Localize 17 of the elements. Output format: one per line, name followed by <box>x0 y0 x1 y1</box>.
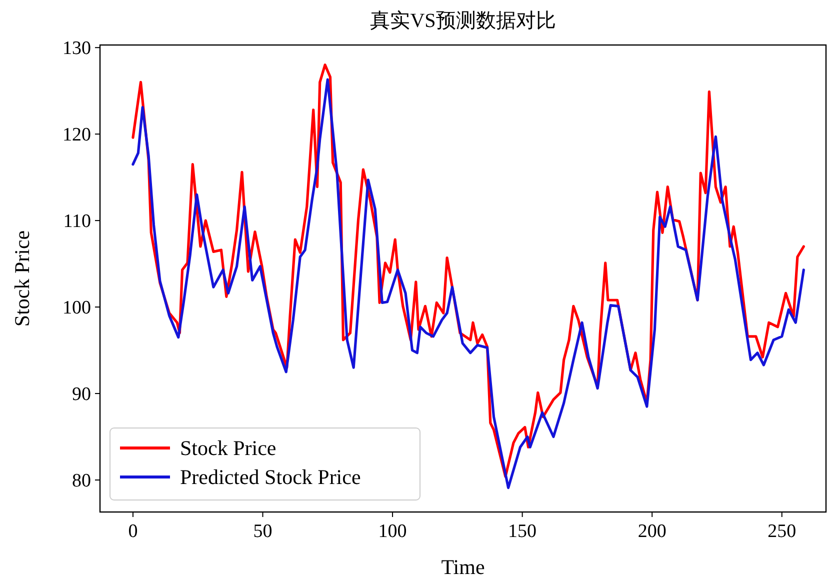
y-tick-label: 90 <box>72 384 91 406</box>
x-tick-label: 200 <box>638 521 666 542</box>
y-tick-label: 120 <box>62 124 91 146</box>
x-tick-label: 250 <box>768 521 796 542</box>
x-tick-label: 100 <box>378 521 407 542</box>
y-tick-label: 130 <box>62 38 91 60</box>
x-tick-label: 50 <box>253 521 272 542</box>
y-tick-label: 110 <box>63 211 91 232</box>
y-axis-title: Stock Price <box>10 230 34 327</box>
x-axis-title: Time <box>441 555 485 579</box>
legend-label: Stock Price <box>180 436 276 460</box>
legend-label: Predicted Stock Price <box>180 465 361 489</box>
y-tick-label: 100 <box>62 298 91 319</box>
x-tick-label: 150 <box>508 521 537 542</box>
chart-title: 真实VS预测数据对比 <box>370 10 556 32</box>
x-tick-label: 0 <box>128 521 138 542</box>
y-tick-label: 80 <box>72 470 91 492</box>
